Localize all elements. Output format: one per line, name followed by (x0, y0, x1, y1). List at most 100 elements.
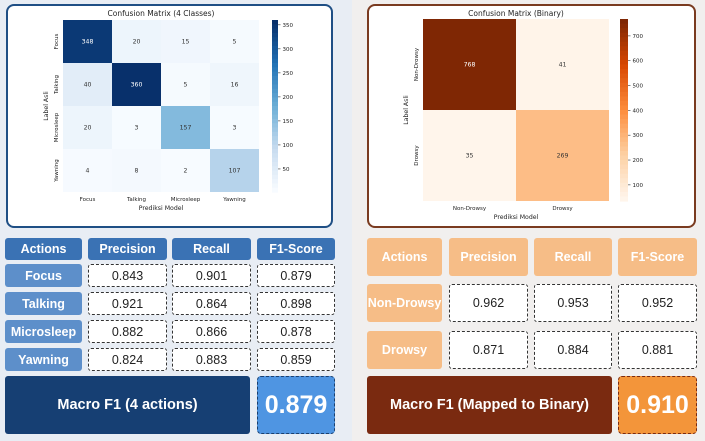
right-colorbar-seg-19 (620, 105, 628, 111)
left-cell-r3-c1 (112, 149, 161, 192)
left-confusion-matrix: Confusion Matrix (4 Classes)348 20 15 540 36… (43, 9, 294, 212)
right-cell-r0-c1 (516, 19, 609, 110)
right-cell-label-r1-c0: 35 (466, 153, 474, 160)
left-row-microsleep-label: Microsleep (5, 320, 82, 343)
left-cell-label-r1-c1: 360 (131, 82, 143, 89)
left-row-focus-precision: 0.843 (88, 264, 167, 287)
right-colorbar-seg-13 (620, 78, 628, 84)
right-colorbar-seg-24 (620, 128, 628, 134)
right-row-drowsy-recall: 0.884 (534, 331, 612, 369)
right-colorbar-seg-37 (620, 187, 628, 193)
left-cell-r0-c1 (112, 20, 161, 63)
left-colorbar-seg-29 (272, 144, 278, 150)
left-header-actions: Actions (5, 238, 82, 260)
left-colorbar-seg-37 (272, 179, 278, 184)
left-colorbar-seg-32 (272, 157, 278, 163)
right-colorbar-seg-28 (620, 146, 628, 152)
right-colorbar-ticklabel-1: 200 (633, 158, 644, 164)
left-colorbar-seg-4 (272, 37, 278, 43)
right-cell-r1-c1 (516, 110, 609, 201)
right-colorbar-ticklabel-5: 600 (633, 59, 644, 65)
left-macro-f1-value: 0.879 (257, 376, 335, 434)
right-xlabel: Prediksi Model (494, 214, 539, 221)
left-cell-r2-c0 (63, 106, 112, 149)
right-colorbar-ticklabel-6: 700 (633, 34, 644, 40)
left-colorbar-seg-21 (272, 110, 278, 116)
left-colorbar-seg-22 (272, 114, 278, 120)
right-cell-r1-c0 (423, 110, 516, 201)
right-colorbar-seg-17 (620, 96, 628, 102)
left-colorbar-seg-7 (272, 50, 278, 55)
right-colorbar-seg-4 (620, 37, 628, 43)
right-colorbar-seg-34 (620, 173, 628, 179)
left-colorbar-ticklabel-3: 200 (283, 95, 294, 101)
left-colorbar-seg-2 (272, 28, 278, 34)
right-colorbar-seg-10 (620, 64, 628, 70)
right-xtick-0: Non-Drowsy (453, 206, 487, 212)
right-ytick-1: Drowsy (414, 145, 420, 166)
left-cell-r0-c2 (161, 20, 210, 63)
left-cell-label-r3-c0: 4 (86, 168, 90, 175)
right-macro-f1-value: 0.910 (618, 376, 697, 434)
right-row-nondrowsy-recall: 0.953 (534, 284, 612, 322)
right-colorbar-seg-39 (620, 196, 628, 202)
right-cell-label-r1-c1: 269 (557, 153, 569, 160)
left-colorbar-seg-39 (272, 187, 278, 193)
right-colorbar-seg-23 (620, 123, 628, 129)
left-colorbar-ticklabel-1: 100 (283, 143, 294, 149)
left-cell-label-r1-c2: 5 (184, 82, 188, 89)
left-colorbar-ticklabel-4: 250 (283, 71, 294, 77)
right-header-actions: Actions (367, 238, 442, 276)
left-colorbar-seg-31 (272, 153, 278, 159)
left-cell-r3-c2 (161, 149, 210, 192)
left-ylabel: Label Asli (43, 91, 50, 121)
right-row-nondrowsy-label: Non-Drowsy (367, 284, 442, 322)
right-colorbar-seg-32 (620, 164, 628, 170)
left-colorbar-seg-30 (272, 149, 278, 154)
right-colorbar-seg-27 (620, 141, 628, 147)
left-colorbar-ticklabel-2: 150 (283, 119, 294, 125)
right-colorbar-ticklabel-3: 400 (633, 108, 644, 114)
right-colorbar-seg-0 (620, 19, 628, 25)
right-cell-r0-c0 (423, 19, 516, 110)
left-colorbar-seg-33 (272, 161, 278, 167)
left-cell-r1-c3 (210, 63, 259, 106)
right-chart-title: Confusion Matrix (Binary) (468, 9, 564, 18)
left-row-focus-f1: 0.879 (257, 264, 335, 287)
right-colorbar-seg-38 (620, 191, 628, 198)
right-colorbar-seg-22 (620, 119, 628, 125)
right-colorbar-seg-6 (620, 46, 628, 52)
right-colorbar-seg-15 (620, 87, 628, 93)
right-colorbar-ticklabel-0: 100 (633, 183, 644, 189)
right-colorbar-seg-31 (620, 160, 628, 166)
right-colorbar-seg-25 (620, 132, 628, 138)
right-colorbar-seg-16 (620, 91, 628, 97)
right-colorbar-ticklabel-2: 300 (633, 133, 644, 139)
left-colorbar-seg-8 (272, 54, 278, 60)
right-colorbar-seg-1 (620, 23, 628, 29)
left-header-precision: Precision (88, 238, 167, 260)
left-cell-label-r1-c3: 16 (231, 82, 239, 89)
right-chart-panel: Confusion Matrix (Binary) 768 41 35 269 Non-D… (367, 4, 696, 228)
right-colorbar-seg-30 (620, 155, 628, 161)
left-colorbar-seg-20 (272, 106, 278, 111)
left-colorbar-seg-15 (272, 84, 278, 90)
left-colorbar-seg-5 (272, 41, 278, 47)
left-cell-r0-c0 (63, 20, 112, 63)
left-cell-label-r3-c1: 8 (135, 168, 139, 175)
left-cell-r3-c0 (63, 149, 112, 192)
right-colorbar-seg-5 (620, 41, 628, 47)
left-colorbar-seg-6 (272, 45, 278, 51)
right-colorbar-seg-35 (620, 178, 628, 184)
right-colorbar-seg-29 (620, 150, 628, 157)
left-cell-label-r3-c2: 2 (184, 168, 188, 175)
right-colorbar-seg-33 (620, 169, 628, 175)
right-colorbar-seg-8 (620, 55, 628, 61)
right-colorbar-seg-21 (620, 114, 628, 120)
left-xtick-2: Microsleep (171, 197, 201, 203)
left-cell-label-r2-c0: 20 (84, 125, 92, 132)
left-chart-panel: Confusion Matrix (4 Classes) 348 20 15 5 40 36… (6, 4, 333, 228)
left-macro-f1-label: Macro F1 (4 actions) (5, 376, 250, 434)
left-ytick-2: Microsleep (54, 112, 60, 142)
left-colorbar-seg-11 (272, 67, 278, 73)
